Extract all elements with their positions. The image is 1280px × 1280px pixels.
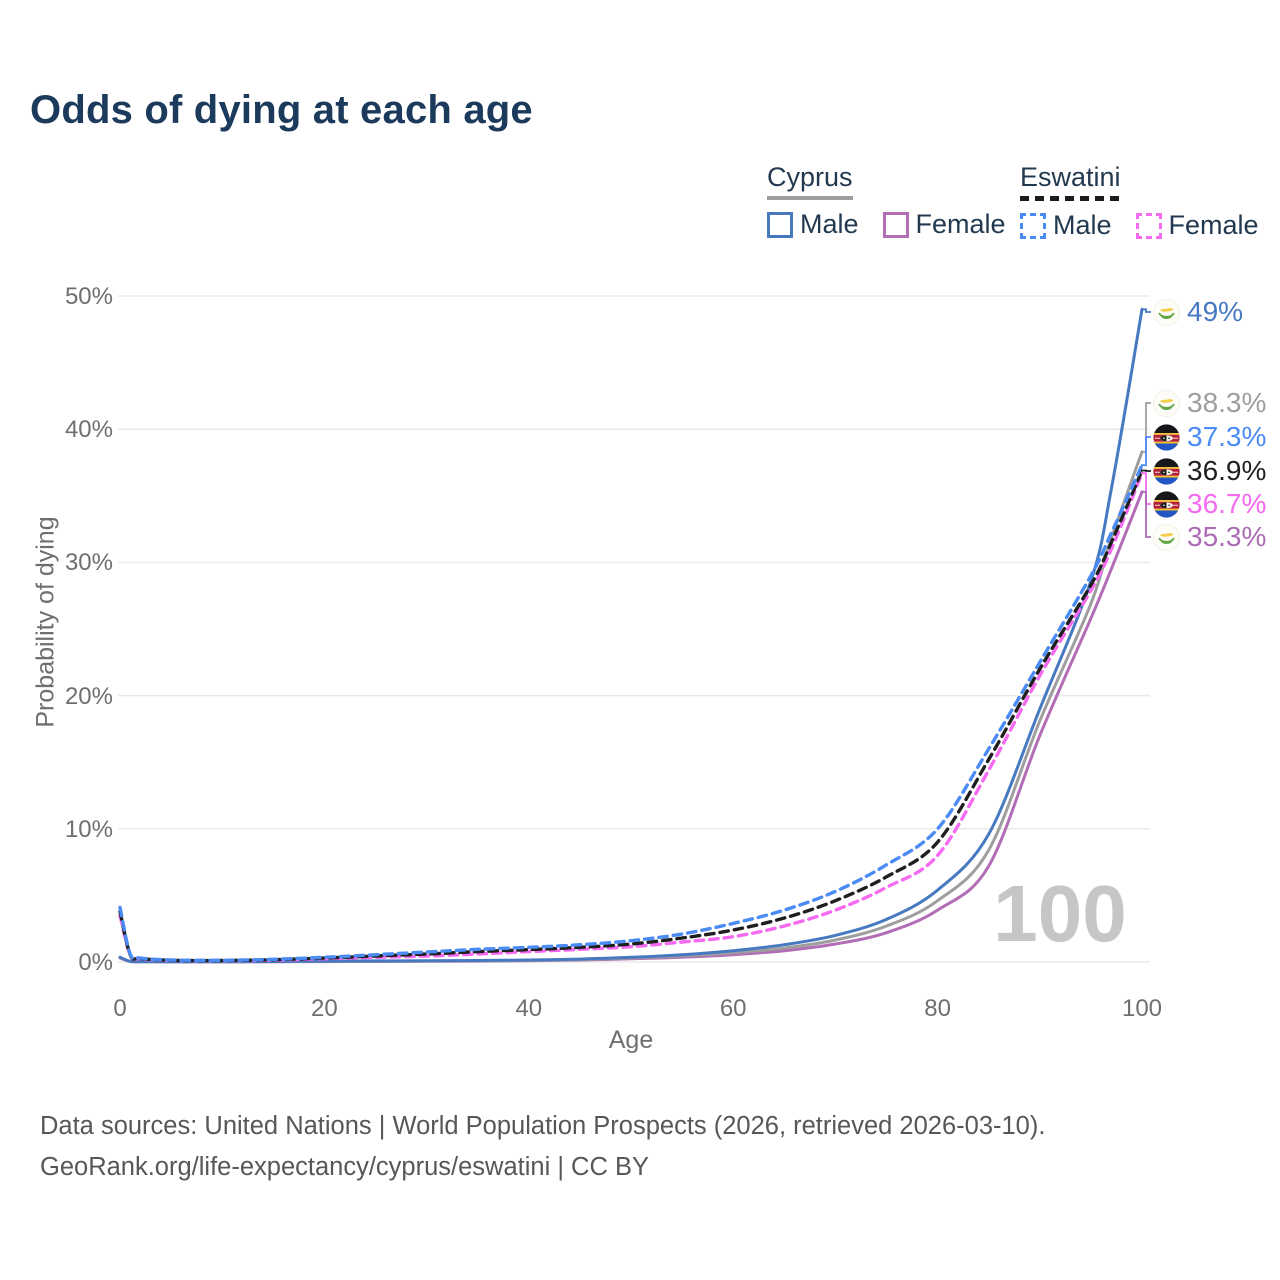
eswatini-flag-icon: [1153, 457, 1180, 485]
end-label-leader: [1141, 490, 1151, 538]
series-line-eswatini-both: [118, 468, 1144, 963]
x-tick-label: 80: [924, 995, 951, 1022]
data-source-line: Data sources: United Nations | World Pop…: [40, 1112, 1046, 1140]
y-axis-title: Probability of dying: [31, 516, 60, 728]
legend-item-label: Female: [915, 209, 1006, 239]
attribution-line: GeoRank.org/life-expectancy/cyprus/eswat…: [40, 1153, 649, 1181]
end-label-eswatini-367: 36.7%: [1153, 488, 1267, 519]
end-label-leader: [1141, 308, 1151, 313]
eswatini-female-swatch: [1135, 212, 1162, 239]
eswatini-flag-icon: [1153, 490, 1180, 518]
cyprus-flag-icon: [1153, 389, 1180, 417]
end-label-value: 36.7%: [1187, 488, 1267, 519]
end-label-value: 38.3%: [1187, 387, 1267, 418]
x-tick-label: 0: [113, 995, 127, 1022]
end-label-leader: [1141, 469, 1151, 472]
x-tick-label: 60: [719, 995, 747, 1022]
end-label-leader: [1141, 436, 1151, 467]
legend-country-text: Cyprus: [767, 162, 853, 192]
legend-items-row: Male Female: [1020, 210, 1280, 241]
end-label-value: 37.3%: [1187, 421, 1267, 452]
series-line-cyprus-both: [118, 450, 1144, 964]
page-title: Odds of dying at each age: [30, 88, 533, 132]
legend-items-row: Male Female: [767, 209, 1030, 240]
x-axis-title: Age: [608, 1026, 654, 1054]
legend-country-text: Eswatini: [1020, 162, 1121, 192]
legend-group-cyprus: Cyprus Male Female: [767, 162, 1030, 240]
end-label-eswatini-373: 37.3%: [1153, 421, 1267, 452]
gridlines: [118, 295, 1150, 963]
x-tick-label: 100: [1121, 995, 1163, 1022]
eswatini-male-swatch: [1020, 212, 1046, 239]
end-label-leader: [1141, 402, 1151, 453]
legend-item-label: Female: [1168, 210, 1259, 240]
y-tick-label: 30%: [64, 549, 113, 577]
cyprus-flag-icon: [1153, 298, 1180, 326]
legend-country-label: Cyprus: [767, 162, 853, 200]
end-label-eswatini-369: 36.9%: [1153, 455, 1267, 486]
cyprus-flag-icon: [1153, 523, 1180, 551]
series-line-eswatini-male: [118, 463, 1144, 963]
end-label-cyprus-383: 38.3%: [1153, 387, 1267, 418]
legend-country-underline-solid: [767, 196, 853, 200]
end-label-cyprus-353: 35.3%: [1153, 521, 1267, 552]
end-label-cyprus-49: 49%: [1153, 296, 1244, 327]
y-tick-label: 50%: [64, 283, 113, 310]
x-tick-label: 40: [515, 995, 543, 1022]
eswatini-flag-icon: [1153, 423, 1180, 451]
legend-item-eswatini-male: Male: [1020, 210, 1112, 241]
cyprus-female-swatch: [882, 211, 909, 238]
series-line-eswatini-female: [118, 471, 1144, 963]
end-label-value: 49%: [1187, 296, 1244, 327]
age-frame-watermark: 100: [993, 869, 1127, 958]
y-tick-label: 40%: [64, 416, 113, 444]
end-label-value: 36.9%: [1187, 455, 1267, 486]
legend-item-label: Male: [1053, 210, 1112, 240]
y-tick-label: 10%: [64, 815, 113, 843]
legend-item-label: Male: [800, 209, 859, 239]
legend-item-cyprus-male: Male: [767, 209, 859, 240]
end-label-value: 35.3%: [1187, 521, 1267, 552]
end-label-leader: [1141, 472, 1151, 505]
legend-item-eswatini-female: Female: [1135, 210, 1259, 241]
legend-item-cyprus-female: Female: [882, 209, 1006, 240]
cyprus-male-swatch: [767, 211, 793, 238]
x-tick-label: 20: [311, 995, 338, 1022]
footer: Data sources: United Nations | World Pop…: [40, 1106, 1045, 1188]
legend-group-eswatini: Eswatini Male Female: [1020, 162, 1280, 241]
legend-country-label: Eswatini: [1020, 162, 1121, 201]
y-tick-label: 0%: [78, 949, 113, 976]
legend-country-underline-dashed: [1020, 196, 1121, 201]
y-tick-label: 20%: [64, 682, 113, 710]
